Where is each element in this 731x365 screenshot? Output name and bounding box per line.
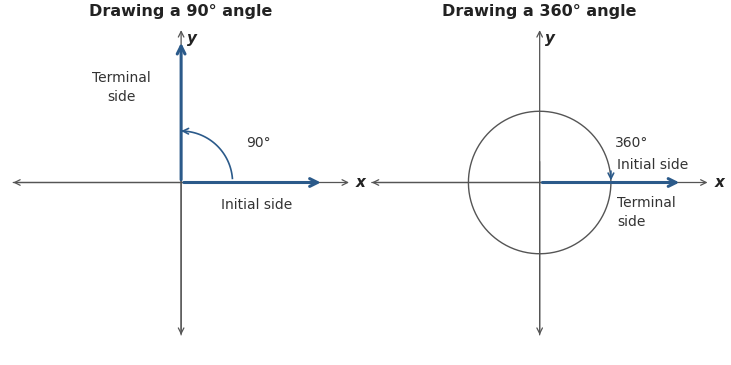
Text: y: y (186, 31, 197, 46)
Text: Terminal
side: Terminal side (617, 196, 676, 229)
Text: Terminal
side: Terminal side (92, 71, 151, 104)
Text: x: x (714, 175, 724, 190)
Text: y: y (545, 31, 556, 46)
Title: Drawing a 90° angle: Drawing a 90° angle (89, 4, 273, 19)
Text: 90°: 90° (246, 136, 270, 150)
Text: Initial side: Initial side (617, 158, 689, 172)
Text: x: x (356, 175, 366, 190)
Title: Drawing a 360° angle: Drawing a 360° angle (442, 4, 637, 19)
Text: 360°: 360° (615, 136, 648, 150)
Text: Initial side: Initial side (221, 198, 292, 212)
